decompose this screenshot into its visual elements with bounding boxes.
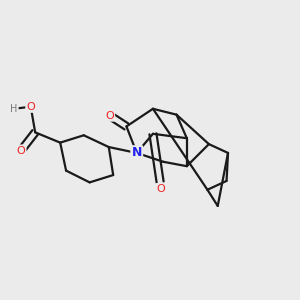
- Text: N: N: [132, 146, 142, 159]
- Text: H: H: [10, 104, 18, 114]
- Text: O: O: [17, 146, 26, 156]
- Text: O: O: [26, 102, 35, 112]
- Text: O: O: [105, 111, 114, 121]
- Text: O: O: [157, 184, 166, 194]
